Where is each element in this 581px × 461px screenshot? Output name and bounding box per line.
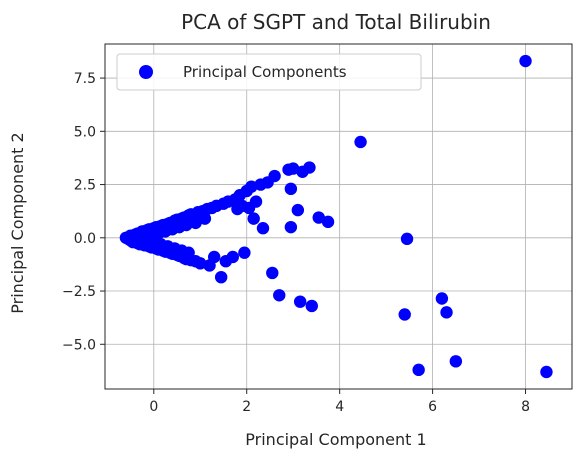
data-point <box>400 232 414 246</box>
data-point <box>207 250 221 264</box>
legend: Principal Components <box>116 53 422 91</box>
data-point <box>449 355 463 368</box>
data-point <box>266 266 279 280</box>
data-point <box>194 257 207 270</box>
x-tick-label: 4 <box>335 399 344 415</box>
x-tick-label: 6 <box>428 399 437 415</box>
data-point <box>198 212 212 225</box>
data-point <box>321 215 335 229</box>
x-tick-label: 2 <box>242 399 251 415</box>
plot-frame <box>104 43 573 390</box>
legend-label: Principal Components <box>183 63 347 81</box>
data-point <box>247 212 260 225</box>
data-point <box>398 308 411 321</box>
data-point <box>245 180 258 193</box>
data-point <box>293 295 307 308</box>
chart-title: PCA of SGPT and Total Bilirubin <box>181 10 491 34</box>
x-tick-label: 8 <box>521 399 530 415</box>
data-point <box>540 365 553 379</box>
data-point <box>440 306 453 319</box>
data-point <box>435 292 449 305</box>
data-point <box>238 246 251 259</box>
legend-box <box>116 53 422 91</box>
data-point <box>305 299 318 313</box>
data-point <box>519 54 532 68</box>
data-point <box>180 218 193 232</box>
axis-ticks: 0 2 4 6 8 −5.0 −2.5 0.0 2.5 5.0 7.5 <box>62 71 530 415</box>
data-point <box>354 135 367 149</box>
data-point <box>303 161 316 174</box>
data-point <box>268 169 281 183</box>
y-tick-label: 7.5 <box>74 71 96 87</box>
data-point <box>249 195 263 208</box>
data-point <box>226 250 239 264</box>
y-tick-label: 5.0 <box>74 124 96 140</box>
data-point <box>412 363 425 377</box>
legend-marker <box>139 65 153 79</box>
data-point <box>189 216 202 230</box>
data-point <box>256 222 270 235</box>
data-point <box>273 289 286 302</box>
y-tick-label: −5.0 <box>62 337 96 353</box>
y-tick-label: 2.5 <box>74 178 96 194</box>
y-axis-label: Principal Component 2 <box>8 132 27 313</box>
data-point <box>312 211 325 224</box>
data-point <box>214 270 228 284</box>
y-tick-label: 0.0 <box>74 231 96 247</box>
data-point <box>284 182 298 196</box>
x-axis-label: Principal Component 1 <box>245 430 426 449</box>
data-points <box>119 54 553 379</box>
data-point <box>284 220 298 234</box>
x-tick-label: 0 <box>149 399 158 415</box>
data-point <box>291 203 305 217</box>
y-tick-label: −2.5 <box>62 284 96 300</box>
